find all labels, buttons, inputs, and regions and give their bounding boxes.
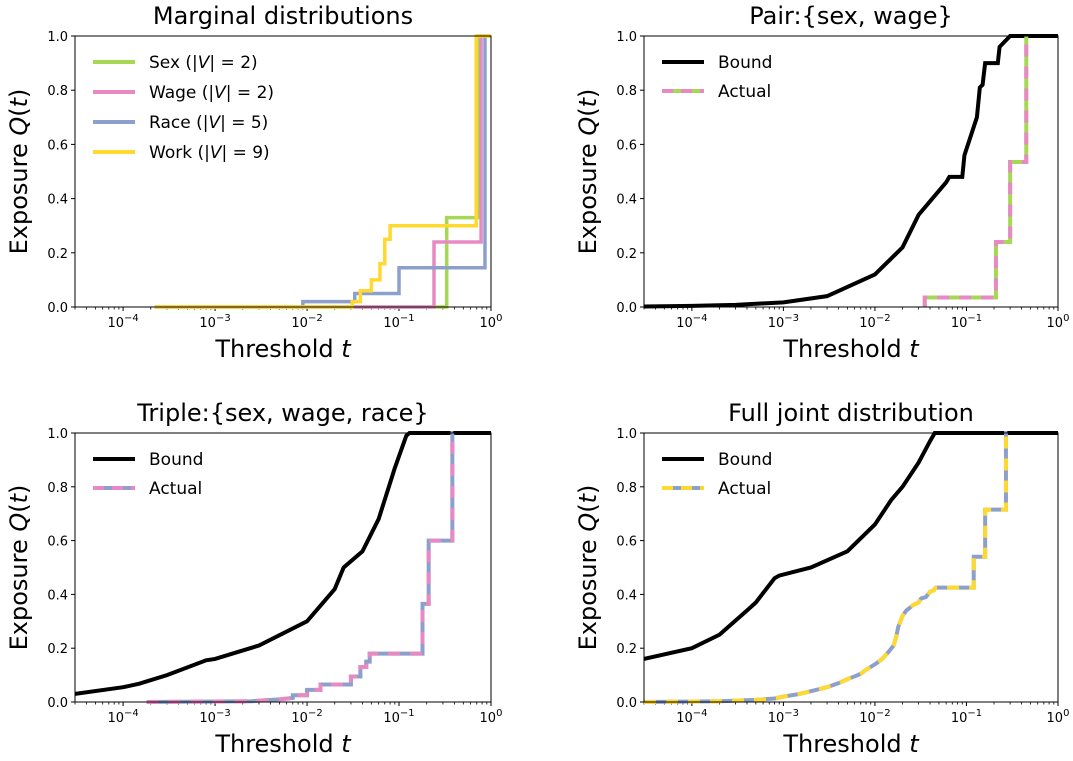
- x-tick-label: 10−2: [859, 313, 890, 331]
- x-tick-label: 100: [1047, 313, 1070, 331]
- axes-frame: [643, 35, 1059, 308]
- y-tick-label: 0.4: [616, 193, 637, 208]
- chart-panel: Marginal distributions Threshold t Exposur…: [5, 2, 502, 363]
- y-tick-label: 0.2: [616, 247, 637, 262]
- y-tick-label: 0.4: [47, 193, 68, 208]
- series-line: [644, 431, 1008, 704]
- series-line: [146, 431, 455, 704]
- x-tick-label: 10−3: [199, 708, 230, 726]
- x-tick-label: 10−4: [107, 708, 138, 726]
- y-tick-label: 0.2: [616, 642, 637, 657]
- y-tick-label: 1.0: [47, 30, 68, 45]
- series-line: [146, 431, 455, 704]
- legend-label: Sex (|V| = 2): [149, 53, 258, 73]
- y-tick-label: 0.6: [47, 535, 68, 550]
- y-tick-label: 0.2: [47, 642, 68, 657]
- chart-title: Marginal distributions: [153, 2, 413, 30]
- x-tick-label: 10−2: [291, 313, 322, 331]
- series-line: [644, 34, 1058, 309]
- y-axis-label: Exposure Q(t): [574, 89, 602, 255]
- x-tick-label: 100: [480, 708, 503, 726]
- y-tick-label: 0.8: [47, 84, 68, 99]
- chart-panel: Triple:{sex, wage, race} Threshold t Expos…: [5, 399, 502, 758]
- x-tick-label: 10−2: [859, 708, 890, 726]
- legend-label: Wage (|V| = 2): [149, 83, 274, 103]
- legend-label: Work (|V| = 9): [149, 143, 270, 163]
- y-tick-label: 0.6: [616, 138, 637, 153]
- y-tick-label: 0.2: [47, 247, 68, 262]
- x-tick-label: 10−2: [291, 708, 322, 726]
- y-tick-label: 1.0: [47, 427, 68, 442]
- y-tick-label: 0.6: [47, 138, 68, 153]
- y-axis-label: Exposure Q(t): [5, 89, 33, 255]
- x-tick-label: 10−3: [768, 708, 799, 726]
- legend-label: Bound: [149, 450, 203, 470]
- axes-frame: [74, 432, 492, 703]
- x-tick-label: 100: [1047, 708, 1070, 726]
- y-tick-label: 0.4: [47, 588, 68, 603]
- chart-title: Full joint distribution: [728, 399, 974, 427]
- y-axis-label: Exposure Q(t): [574, 485, 602, 651]
- x-axis-label: Threshold t: [782, 335, 920, 363]
- y-tick-label: 1.0: [616, 30, 637, 45]
- legend-label: Actual: [149, 479, 202, 499]
- legend-label: Bound: [718, 450, 772, 470]
- y-tick-label: 0.0: [616, 301, 637, 316]
- y-tick-label: 0.6: [616, 535, 637, 550]
- y-tick-label: 0.0: [616, 696, 637, 711]
- x-tick-label: 10−1: [951, 708, 982, 726]
- legend-label: Actual: [718, 82, 771, 102]
- y-axis-label: Exposure Q(t): [5, 485, 33, 651]
- x-axis-label: Threshold t: [214, 335, 352, 363]
- chart-title: Triple:{sex, wage, race}: [136, 399, 428, 427]
- x-tick-label: 10−3: [199, 313, 230, 331]
- y-tick-label: 0.8: [616, 481, 637, 496]
- axes-frame: [643, 432, 1059, 703]
- chart-panel: Pair:{sex, wage} Threshold t Exposure Q(t)…: [574, 2, 1069, 363]
- x-tick-label: 100: [480, 313, 503, 331]
- axes-frame: [74, 35, 492, 308]
- series-line: [644, 431, 1058, 661]
- series-line: [75, 431, 491, 696]
- x-tick-label: 10−3: [768, 313, 799, 331]
- series-line: [644, 431, 1008, 704]
- y-tick-label: 0.0: [47, 696, 68, 711]
- x-tick-label: 10−1: [383, 313, 414, 331]
- series-line: [301, 36, 487, 307]
- x-tick-label: 10−4: [676, 313, 707, 331]
- y-tick-label: 0.0: [47, 301, 68, 316]
- chart-panel: Full joint distribution Threshold t Exposu…: [574, 399, 1069, 758]
- legend-label: Bound: [718, 53, 772, 73]
- series-line: [154, 34, 491, 309]
- x-axis-label: Threshold t: [214, 730, 352, 758]
- legend-label: Race (|V| = 5): [149, 113, 268, 133]
- series-line: [922, 36, 1029, 307]
- x-tick-label: 10−1: [383, 708, 414, 726]
- y-tick-label: 0.8: [616, 84, 637, 99]
- y-tick-label: 1.0: [616, 427, 637, 442]
- x-tick-label: 10−4: [676, 708, 707, 726]
- x-tick-label: 10−1: [951, 313, 982, 331]
- chart-title: Pair:{sex, wage}: [749, 2, 952, 30]
- x-axis-label: Threshold t: [782, 730, 920, 758]
- y-tick-label: 0.8: [47, 481, 68, 496]
- y-tick-label: 0.4: [616, 588, 637, 603]
- legend-label: Actual: [718, 479, 771, 499]
- x-tick-label: 10−4: [107, 313, 138, 331]
